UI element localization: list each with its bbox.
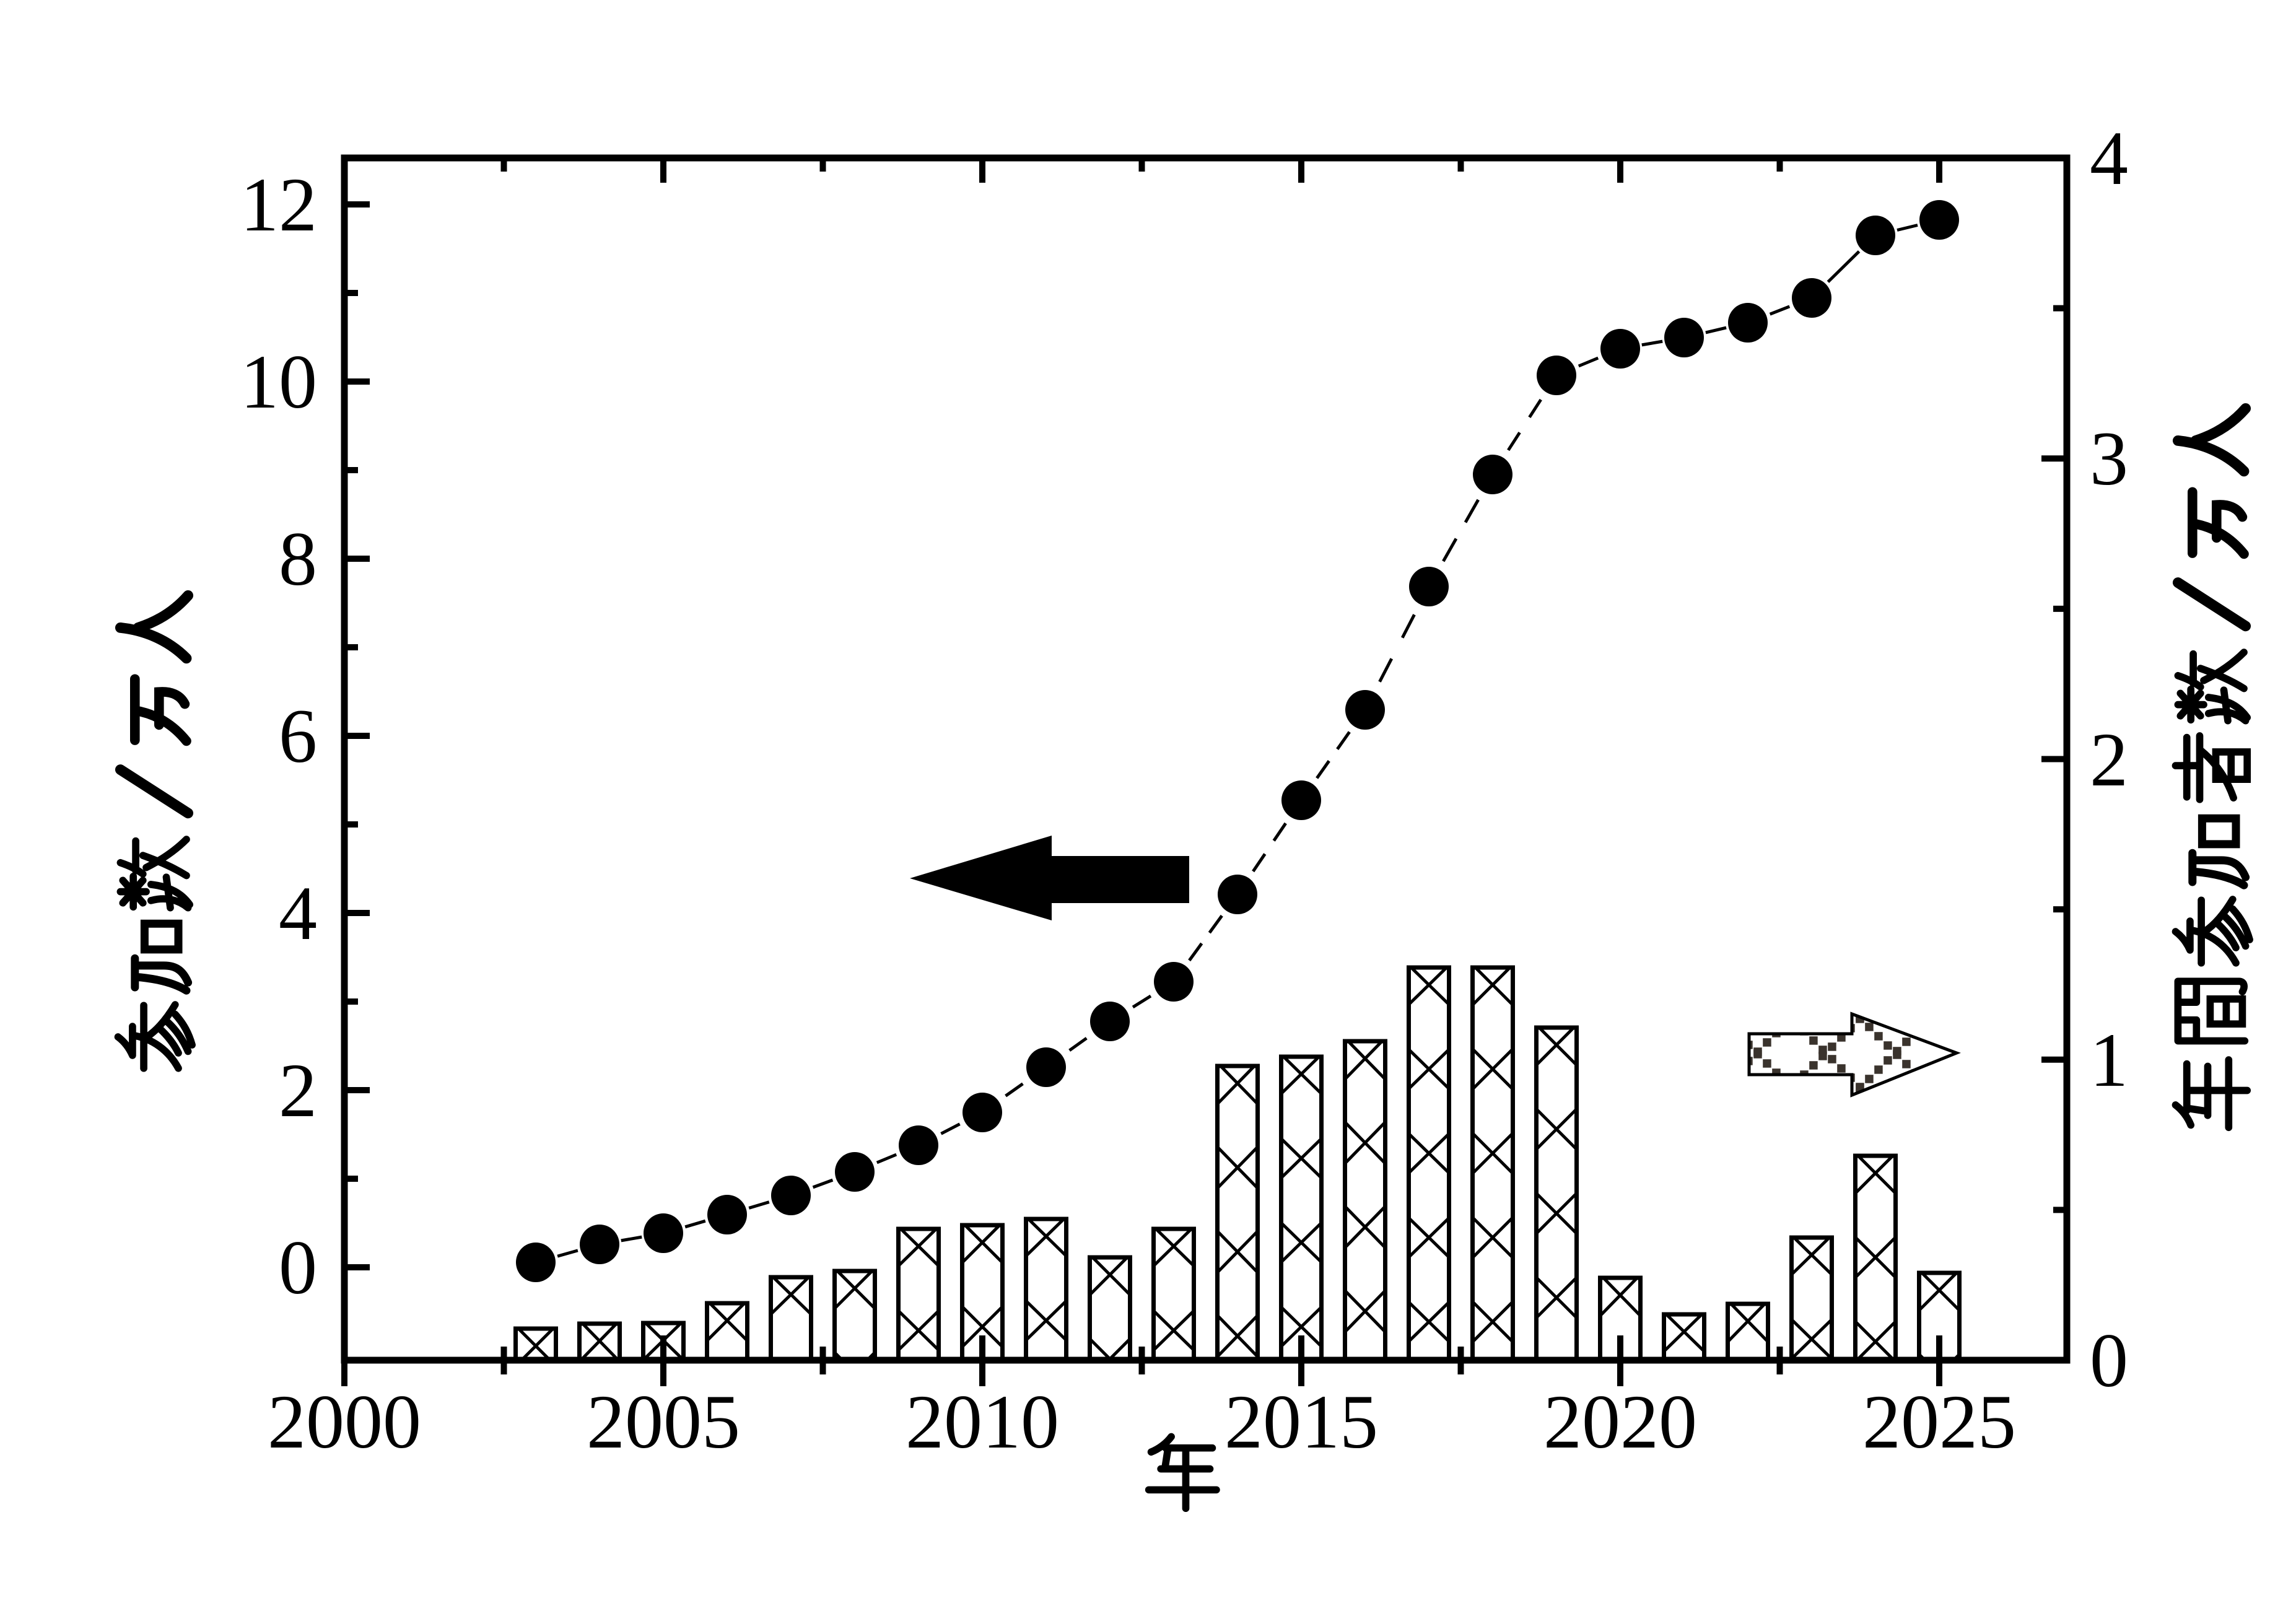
svg-text:6: 6 (279, 694, 317, 779)
svg-text:0: 0 (279, 1225, 317, 1310)
svg-text:4: 4 (2090, 116, 2128, 201)
svg-text:2005: 2005 (587, 1379, 740, 1464)
svg-text:12: 12 (240, 162, 317, 247)
svg-text:2020: 2020 (1543, 1379, 1697, 1464)
svg-text:2: 2 (279, 1048, 317, 1133)
svg-text:2015: 2015 (1224, 1379, 1378, 1464)
svg-text:10: 10 (240, 339, 317, 424)
svg-text:2000: 2000 (268, 1379, 421, 1464)
svg-text:8: 8 (279, 517, 317, 601)
svg-text:3: 3 (2090, 416, 2128, 501)
svg-text:1: 1 (2090, 1018, 2128, 1103)
svg-text:2025: 2025 (1862, 1379, 2016, 1464)
svg-text:0: 0 (2090, 1318, 2128, 1403)
svg-text:2010: 2010 (906, 1379, 1059, 1464)
svg-text:2: 2 (2090, 717, 2128, 802)
svg-text:4: 4 (279, 871, 317, 956)
